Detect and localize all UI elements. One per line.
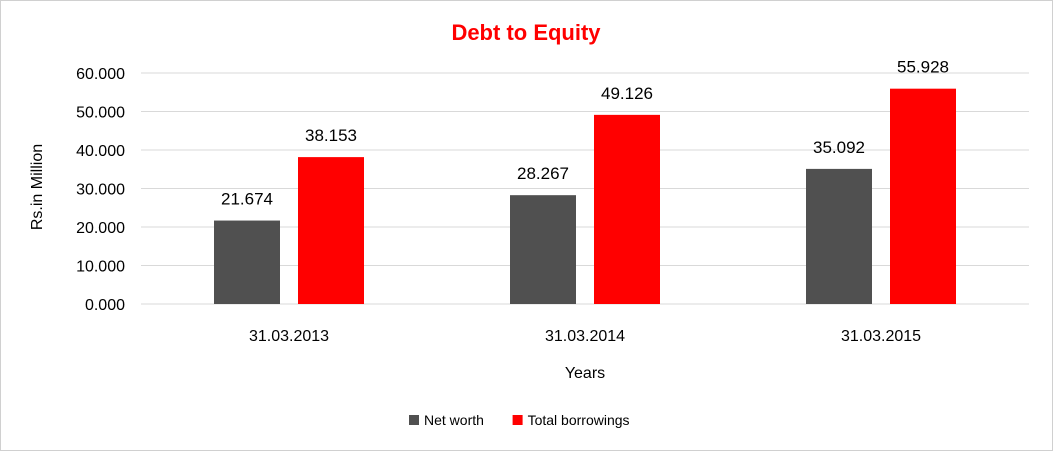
chart-title: Debt to Equity [451, 20, 601, 45]
legend-swatch [512, 415, 523, 425]
x-axis-label: Years [565, 365, 605, 382]
x-tick-label: 31.03.2013 [249, 328, 329, 345]
x-tick-label: 31.03.2014 [545, 328, 625, 345]
y-tick-label: 0.000 [85, 297, 125, 314]
data-label: 55.928 [897, 58, 949, 77]
y-tick-label: 10.000 [76, 259, 125, 276]
data-label: 28.267 [517, 164, 569, 183]
gridlines [141, 72, 1029, 305]
bar-net-worth [806, 168, 872, 304]
y-tick-label: 40.000 [76, 143, 125, 160]
data-label: 49.126 [601, 84, 653, 103]
y-tick-label: 50.000 [76, 105, 125, 122]
y-tick-label: 60.000 [76, 66, 125, 83]
data-label: 21.674 [221, 190, 273, 209]
data-label: 38.153 [305, 126, 357, 145]
bar-total-borrowings [594, 114, 660, 304]
y-tick-label: 30.000 [76, 182, 125, 199]
x-axis-ticks: 31.03.2013 31.03.2014 31.03.2015 [249, 328, 921, 345]
data-labels: 21.674 38.153 28.267 49.126 35.092 55.928 [221, 58, 949, 209]
legend-swatch [409, 415, 419, 425]
bar-net-worth [510, 195, 576, 304]
legend: Net worth Total borrowings [409, 412, 630, 428]
bar-net-worth [214, 220, 280, 304]
y-axis-ticks: 0.000 10.000 20.000 30.000 40.000 50.000 60.00… [76, 66, 125, 314]
bar-total-borrowings [890, 88, 956, 304]
y-axis-label: Rs.in Million [29, 144, 46, 230]
legend-label: Net worth [424, 412, 484, 428]
bar-total-borrowings [298, 157, 364, 304]
x-tick-label: 31.03.2015 [841, 328, 921, 345]
y-tick-label: 20.000 [76, 220, 125, 237]
legend-label: Total borrowings [528, 412, 630, 428]
data-label: 35.092 [813, 138, 865, 157]
bars [214, 88, 956, 304]
